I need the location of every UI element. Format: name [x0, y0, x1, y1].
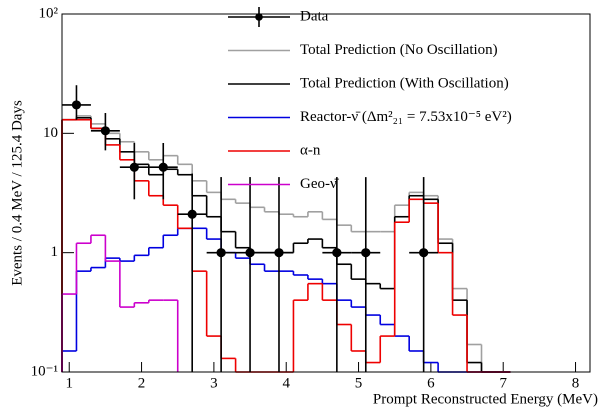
data-point [419, 248, 429, 258]
x-axis-label: Prompt Reconstructed Energy (MeV) [373, 391, 598, 407]
legend-label: α-n [300, 142, 321, 158]
x-tick-label: 8 [572, 375, 580, 391]
data-point [274, 248, 284, 258]
data-point [361, 248, 371, 258]
legend-swatch [255, 13, 263, 21]
data-point [187, 209, 197, 219]
data-point [129, 162, 139, 172]
y-tick-label: 1 [51, 244, 59, 260]
x-tick-label: 1 [65, 375, 73, 391]
data-point [216, 248, 226, 258]
x-tick-label: 3 [210, 375, 218, 391]
y-axis-label: Events / 0.4 MeV / 125.4 Days [9, 100, 25, 286]
legend-label: Geo-ν̄ [300, 176, 340, 192]
data-point [100, 126, 110, 136]
x-tick-label: 5 [355, 375, 363, 391]
x-tick-label: 4 [282, 375, 290, 391]
series [61, 118, 511, 373]
data-point [71, 100, 82, 110]
plot-frame [61, 13, 591, 373]
legend-label: Total Prediction (No Oscillation) [300, 42, 498, 58]
x-tick-label: 6 [427, 375, 435, 391]
y-tick-label: 10² [39, 5, 59, 21]
legend-label: Reactor-ν̄ (Δm²₂₁ = 7.53x10⁻⁵ eV²) [300, 109, 512, 125]
y-tick-label: 10⁻¹ [31, 363, 58, 379]
series [61, 116, 511, 373]
series [61, 227, 511, 373]
y-tick-label: 10 [43, 125, 58, 141]
x-tick-label: 2 [138, 375, 146, 391]
data-point [245, 248, 255, 258]
data-point [158, 162, 168, 172]
series [61, 234, 179, 372]
legend-label: Data [300, 8, 329, 24]
legend-label: Total Prediction (With Oscillation) [300, 75, 509, 91]
x-tick-label: 7 [499, 375, 507, 391]
data-point [332, 248, 342, 258]
data-points [62, 85, 439, 372]
